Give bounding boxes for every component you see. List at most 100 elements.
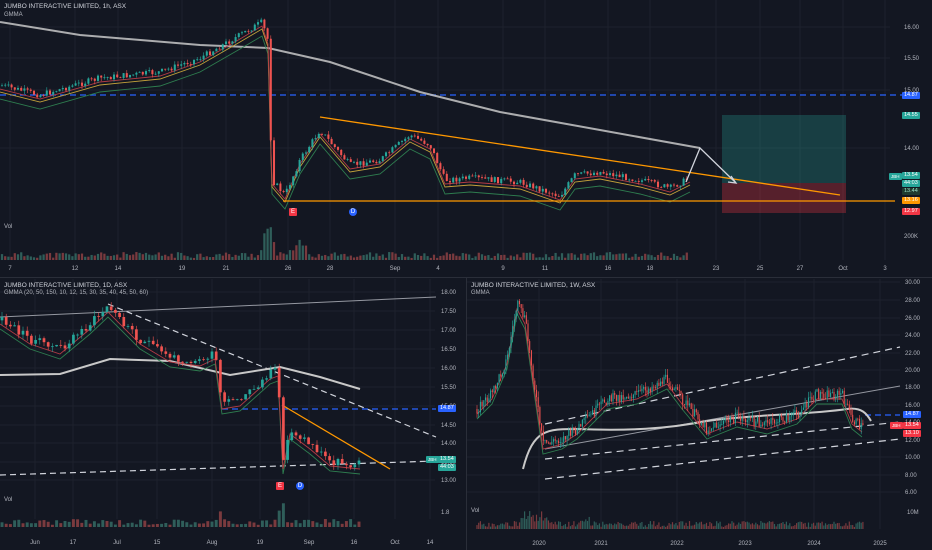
candle-body <box>738 412 740 418</box>
candle-body <box>516 182 519 185</box>
axis-tick-label: 2024 <box>807 541 821 547</box>
candle-body <box>17 325 21 335</box>
volume-bar <box>151 524 155 527</box>
chart-pane-1h[interactable]: 16.00 15.50 14.00 15.00 7 12 14 19 21 26 28 Sep 4 9 11… <box>0 0 932 276</box>
candle-body <box>336 147 340 150</box>
candle-body <box>479 401 481 413</box>
volume-bar <box>199 253 202 260</box>
candle-body <box>682 394 684 405</box>
chart-canvas-1h[interactable]: 16.00 15.50 14.00 15.00 7 12 14 19 21 26 28 Sep 4 9 11… <box>0 0 932 276</box>
volume-bar <box>87 256 90 260</box>
volume-bar <box>627 525 629 529</box>
chart-pane-1d[interactable]: 18.0017.5017.0016.5016.0015.5015.0014.50… <box>0 279 465 550</box>
dashed-level-tag: 14.87 <box>902 92 920 99</box>
volume-bar <box>722 526 725 529</box>
candle-body <box>675 387 677 389</box>
volume-bar <box>525 518 527 529</box>
candle-body <box>570 178 573 183</box>
volume-bar <box>311 521 315 527</box>
candle-body <box>189 64 192 65</box>
volume-bar <box>223 519 227 527</box>
indicator-label[interactable]: GMMA <box>4 12 23 18</box>
candle-body <box>593 410 595 416</box>
candle-body <box>563 436 565 442</box>
volume-bar <box>353 524 357 527</box>
candle-body <box>474 175 477 177</box>
volume-bar <box>672 253 676 260</box>
volume-bar <box>560 253 564 260</box>
volume-bar <box>215 254 218 260</box>
axis-tick-label: 7 <box>8 266 12 272</box>
chart-title: JUMBO INTERACTIVE LIMITED, 1h, ASX <box>4 3 127 10</box>
volume-bar <box>826 524 828 529</box>
volume-bar <box>368 252 372 260</box>
pane-divider-horizontal[interactable] <box>0 277 932 278</box>
indicator-label[interactable]: GMMA (20, 50, 150, 10, 12, 15, 30, 35, 4… <box>4 290 149 296</box>
volume-bar <box>563 525 565 529</box>
candle-body <box>515 310 517 320</box>
volume-bar <box>665 526 667 529</box>
candle-body <box>507 354 509 360</box>
volume-bar <box>13 253 16 260</box>
candle-body <box>548 192 551 194</box>
volume-bar <box>741 521 743 529</box>
profit-zone <box>722 115 846 183</box>
candle-body <box>45 90 48 96</box>
volume-bar <box>359 255 362 260</box>
volume-bar <box>580 520 582 529</box>
volume-bar <box>666 525 668 529</box>
volume-label[interactable]: Vol <box>471 508 480 514</box>
earnings-icon[interactable]: E <box>289 208 297 216</box>
volume-bar <box>36 257 39 260</box>
volume-bar <box>811 523 813 529</box>
indicator-label[interactable]: GMMA <box>471 290 490 296</box>
volume-bar <box>675 523 677 529</box>
dividend-icon[interactable]: D <box>296 482 304 490</box>
volume-bar <box>653 257 656 260</box>
dividend-icon[interactable]: D <box>349 208 357 216</box>
candle-body <box>588 414 590 417</box>
axis-tick-label: 16.50 <box>441 347 457 353</box>
candle-body <box>423 140 426 144</box>
candle-body <box>695 409 697 413</box>
volume-bar <box>687 526 689 529</box>
axis-tick-label: 16.00 <box>904 25 920 31</box>
volume-bar <box>500 255 503 260</box>
volume-bar <box>792 526 794 529</box>
candle-body <box>626 396 628 399</box>
axis-tick-label: 2020 <box>532 541 546 547</box>
candle-body <box>461 176 464 179</box>
candle-body <box>490 177 493 182</box>
volume-bar <box>716 521 718 529</box>
volume-bar <box>772 521 774 529</box>
volume-bar <box>796 523 798 529</box>
earnings-icon[interactable]: E <box>276 482 284 490</box>
candle-body <box>244 30 247 33</box>
candle-body <box>855 418 857 425</box>
candle-body <box>541 423 543 431</box>
volume-bar <box>477 252 480 260</box>
candle-body <box>51 346 54 348</box>
volume-bar <box>74 253 77 260</box>
candle-body <box>731 416 733 420</box>
candle-body <box>130 325 134 330</box>
volume-bar <box>292 250 295 260</box>
chart-pane-1w[interactable]: 30.00 28.00 26.00 24.00 22.00 20.00 18.00 16.00… <box>467 279 932 550</box>
volume-label[interactable]: Vol <box>4 497 13 503</box>
candle-body <box>93 316 96 326</box>
pane-divider-vertical[interactable] <box>466 278 467 550</box>
candle-body <box>352 161 356 163</box>
volume-bar <box>567 253 570 260</box>
volume-bar <box>748 522 750 529</box>
volume-bar <box>172 519 176 527</box>
chart-canvas-1w[interactable]: 30.00 28.00 26.00 24.00 22.00 20.00 18.00 16.00… <box>467 279 932 550</box>
candle-body <box>835 396 837 399</box>
chart-canvas-1d[interactable]: 18.0017.5017.0016.5016.0015.5015.0014.50… <box>0 279 465 550</box>
volume-bar <box>340 254 343 260</box>
candle-body <box>654 387 657 389</box>
volume-label[interactable]: Vol <box>4 224 13 230</box>
volume-bar <box>549 522 551 529</box>
volume-bar <box>841 526 844 529</box>
candle-body <box>637 390 640 392</box>
volume-bar <box>109 255 112 260</box>
